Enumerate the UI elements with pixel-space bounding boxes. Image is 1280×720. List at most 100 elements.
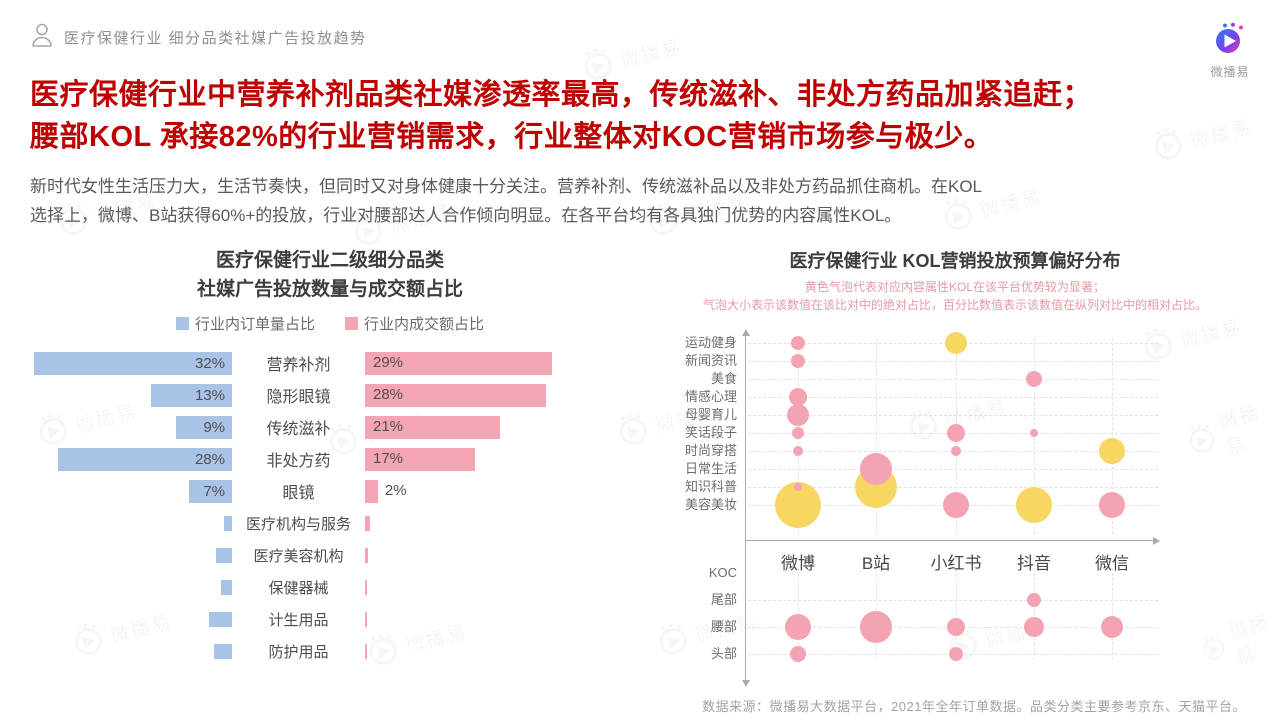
gridline-vertical [1112,568,1113,660]
bar-row: 13% 隐形眼镜 28% [33,379,568,411]
bar-orders: 32% [34,351,232,375]
bar-orders-value: 9% [203,418,225,436]
bar-zone-gmv: 21% [365,411,568,443]
bubble-row-label: 美容美妆 [684,497,737,512]
bar-zone-gmv [365,507,568,539]
bar-zone-gmv [365,603,568,635]
bubble-pink [792,427,804,439]
legend-label-gmv: 行业内成交额占比 [364,316,485,333]
breadcrumb-label: 医疗保健行业 细分品类社媒广告投放趋势 [64,29,367,47]
bar-gmv [365,515,370,531]
bubble-pink [947,424,965,442]
legend-swatch-blue [175,317,189,330]
bar-zone-orders [33,507,232,539]
bar-category-label: 眼镜 [282,485,315,502]
bubble-pink [793,446,803,456]
bubble-row-label: 新闻资讯 [684,353,737,368]
bar-zone-gmv [365,635,568,667]
bubble-tier-pink [860,611,892,643]
bubble-tier-pink [1101,616,1123,638]
bubble-platform-label: 小红书 [930,554,982,573]
page-title-line1: 医疗保健行业中营养补剂品类社媒渗透率最高，传统滋补、非处方药品加紧追赶； [30,79,1093,111]
bar-orders-value: 28% [194,450,225,468]
bar-zone-orders [33,603,232,635]
bubble-pink [789,388,807,406]
bar-gmv-value: 2% [384,482,407,499]
bubble-row-label: 情感心理 [684,389,737,404]
bar-orders-value: 13% [194,386,225,404]
bar-category-label: 隐形眼镜 [266,389,331,406]
intro-paragraph: 新时代女性生活压力大，生活节奏快，但同时又对身体健康十分关注。营养补剂、传统滋补… [30,172,1235,230]
bubble-chart-subtitle: 黄色气泡代表对应内容属性KOL在该平台优势较为显著； 气泡大小表示该数值在该比对… [650,278,1260,314]
bar-gmv [365,611,367,627]
intro-line1: 新时代女性生活压力大，生活节奏快，但同时又对身体健康十分关注。营养补剂、传统滋补… [30,177,983,196]
legend-item-gmv: 行业内成交额占比 [345,313,484,334]
bar-orders [221,579,232,595]
brand-logo: 微播易 [1194,22,1266,80]
bar-zone-gmv [365,571,568,603]
bubble-chart-subtitle-line1: 黄色气泡代表对应内容属性KOL在该平台优势较为显著； [804,280,1105,294]
bubble-yellow [945,332,967,354]
bar-zone-orders: 9% [33,411,232,443]
bubble-pink [1099,492,1125,518]
bubble-yellow [1099,438,1125,464]
bubble-platform-label: B站 [861,554,891,573]
bar-orders-value: 7% [203,482,225,500]
bubble-row-label: 美食 [710,371,737,386]
bar-gmv [365,351,552,375]
bar-zone-orders [33,539,232,571]
gridline-horizontal [748,361,1158,362]
bubble-chart-subtitle-line2: 气泡大小表示该数值在该比对中的绝对占比，百分比数值表示该数值在纵列对比中的相对占… [702,298,1207,312]
gridline-vertical [1034,568,1035,660]
gridline-horizontal [748,415,1158,416]
bar-zone-gmv: 17% [365,443,568,475]
person-icon [30,22,54,52]
watermark-logo-icon [619,413,647,445]
bar-chart-title-line1: 医疗保健行业二级细分品类 [215,250,444,271]
bar-gmv [365,579,367,595]
gridline-horizontal [748,397,1158,398]
watermark-text: 微播易 [1217,402,1264,460]
gridline-horizontal [748,600,1158,601]
bar-zone-orders: 28% [33,443,232,475]
watermark-text: 微播易 [618,36,685,72]
bubble-pink [943,492,969,518]
bubble-row-label: 笑话段子 [684,425,737,440]
breadcrumb: 医疗保健行业 细分品类社媒广告投放趋势 [30,22,367,52]
bubble-pink [787,404,809,426]
bar-chart-legend: 行业内订单量占比 行业内成交额占比 [110,313,550,334]
intro-line2: 选择上，微博、B站获得60%+的投放，行业对腰部达人合作倾向明显。在各平台均有各… [30,206,902,225]
bubble-tier-label: KOC [708,565,737,580]
bar-row: 保健器械 [33,571,568,603]
bar-zone-orders [33,571,232,603]
bar-gmv [365,447,475,471]
bubble-pink [951,446,961,456]
bar-category-label: 医疗机构与服务 [245,515,351,533]
bar-orders-value: 32% [194,354,225,372]
bar-chart-title-line2: 社媒广告投放数量与成交额占比 [196,279,463,300]
bar-gmv-value: 21% [373,418,404,435]
y-axis-line [745,335,746,681]
bar-category-label: 防护用品 [268,643,329,661]
bar-row: 28% 非处方药 17% [33,443,568,475]
legend-item-orders: 行业内订单量占比 [175,313,315,334]
bubble-row-label: 知识科普 [684,479,737,494]
bar-zone-gmv: 28% [365,379,568,411]
gridline-vertical [1112,338,1113,534]
bar-orders [209,611,232,627]
gridline-horizontal [748,379,1158,380]
brand-logo-icon [1212,22,1248,60]
gridline-horizontal [748,469,1158,470]
bar-orders [224,515,232,531]
bar-chart-rows: 32% 营养补剂 29% 13% 隐形眼镜 28% 9% 传统滋补 21% 28% 非处方药 17% 7… [33,347,568,667]
bar-gmv [365,383,546,407]
bar-category-label: 计生用品 [268,611,329,629]
brand-logo-label: 微播易 [1210,65,1250,79]
bar-gmv [365,415,500,439]
bar-gmv [365,643,367,659]
x-axis-arrow-right [1153,536,1160,545]
bar-row: 医疗美容机构 [33,539,568,571]
bar-zone-orders: 13% [33,379,232,411]
bar-category-label: 医疗美容机构 [253,547,344,565]
bar-orders: 28% [58,447,232,471]
